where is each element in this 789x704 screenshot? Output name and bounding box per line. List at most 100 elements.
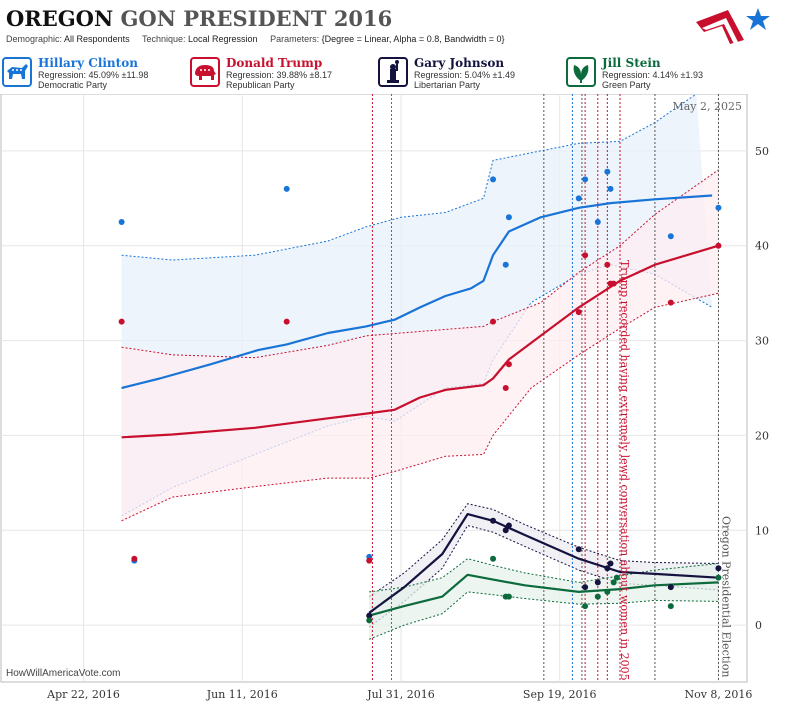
data-point — [667, 233, 674, 240]
trend-line — [121, 194, 713, 390]
confidence-band — [121, 169, 719, 521]
data-point — [502, 385, 509, 391]
lower-bound-line — [121, 292, 719, 522]
demographic-label: Demographic: — [6, 34, 63, 44]
candidate-clinton: Hillary Clinton Regression: 45.09% ±11.9… — [0, 55, 183, 91]
poll-chart: 0 10 20 30 40 50 Apr 22, 2016 Jun 11, 2016 Jul … — [0, 94, 769, 701]
date-stamp: May 2, 2025 — [672, 100, 742, 113]
parameters-label: Parameters: — [270, 34, 320, 44]
state-name: OREGON — [6, 6, 114, 31]
y-tick-label: 30 — [755, 335, 769, 348]
x-tick-label: Nov 8, 2016 — [684, 688, 752, 701]
parameters-line: Demographic: All Respondents Technique: … — [6, 34, 505, 44]
site-logo-icon — [696, 8, 770, 44]
y-tick-label: 10 — [755, 524, 769, 537]
data-point — [594, 219, 601, 226]
technique-label: Technique: — [141, 34, 186, 44]
candidate-trump: Donald Trump Regression: 39.88% ±8.17 Re… — [188, 55, 371, 91]
confidence-band — [369, 503, 719, 627]
upper-bound-line — [121, 94, 697, 261]
data-point — [667, 299, 674, 306]
candidate-regression: Regression: 4.14% ±1.93 — [602, 70, 703, 80]
data-point — [715, 204, 722, 211]
data-point — [575, 309, 582, 316]
candidate-johnson: Gary Johnson Regression: 5.04% ±1.49 Lib… — [376, 55, 559, 91]
trend-line — [368, 573, 719, 617]
data-point — [667, 584, 674, 591]
data-point — [366, 557, 373, 564]
data-point — [502, 261, 509, 268]
data-point — [610, 579, 617, 586]
candidate-regression: Regression: 45.09% ±11.98 — [38, 70, 149, 80]
candidate-regression: Regression: 39.88% ±8.17 — [226, 70, 333, 80]
trend-line — [121, 244, 719, 439]
candidate-name: Gary Johnson — [414, 56, 505, 70]
y-axis: 0 10 20 30 40 50 — [755, 145, 769, 632]
data-point — [490, 176, 497, 183]
data-point — [582, 176, 589, 183]
candidate-name: Jill Stein — [602, 56, 661, 70]
candidate-party: Republican Party — [226, 80, 295, 90]
annotations: Trump recorded having extremely lewd con… — [618, 260, 733, 681]
chart-title: OREGON GON PRESIDENT 2016 — [6, 6, 392, 31]
data-point — [582, 252, 589, 259]
data-point — [610, 280, 617, 287]
data-point — [575, 546, 582, 553]
data-points — [118, 168, 722, 624]
leaf-icon — [566, 57, 596, 87]
data-point — [505, 593, 512, 600]
data-point — [594, 593, 601, 600]
data-point — [667, 603, 674, 610]
candidate-stein: Jill Stein Regression: 4.14% ±1.93 Green… — [564, 55, 747, 91]
x-axis: Apr 22, 2016 Jun 11, 2016 Jul 31, 2016 Sep … — [46, 688, 752, 701]
upper-bound-line — [369, 558, 719, 593]
data-point — [594, 579, 601, 586]
data-point — [490, 318, 497, 325]
annotation-label: Oregon Presidential Election — [719, 516, 732, 677]
candidate-party: Democratic Party — [38, 80, 108, 90]
title-rest: GON PRESIDENT 2016 — [120, 6, 393, 31]
data-point — [582, 584, 589, 591]
data-point — [505, 361, 512, 368]
data-point — [607, 560, 614, 567]
x-tick-label: Apr 22, 2016 — [46, 688, 120, 701]
data-point — [502, 527, 509, 534]
candidate-legend: Hillary Clinton Regression: 45.09% ±11.9… — [0, 55, 789, 93]
data-point — [582, 603, 589, 610]
data-point — [366, 617, 373, 624]
demographic-value: All Respondents — [64, 34, 130, 44]
candidate-party: Libertarian Party — [414, 80, 481, 90]
candidate-name: Donald Trump — [226, 56, 323, 70]
data-point — [604, 588, 611, 595]
y-tick-label: 20 — [755, 429, 769, 442]
x-tick-label: Jul 31, 2016 — [366, 688, 435, 701]
data-point — [490, 517, 497, 524]
data-point — [118, 219, 125, 226]
data-point — [604, 565, 611, 572]
elephant-icon — [190, 57, 220, 87]
candidate-regression: Regression: 5.04% ±1.49 — [414, 70, 515, 80]
donkey-icon — [2, 57, 32, 87]
data-point — [604, 168, 611, 175]
data-point — [715, 565, 722, 572]
data-point — [283, 185, 290, 192]
annotation-label: Trump recorded having extremely lewd con… — [618, 260, 631, 681]
data-point — [490, 555, 497, 562]
data-point — [613, 574, 620, 581]
site-credit: HowWillAmericaVote.com — [6, 668, 121, 679]
data-point — [131, 555, 138, 562]
data-point — [715, 574, 722, 581]
upper-bound-line — [121, 169, 719, 359]
technique-value: Local Regression — [188, 34, 258, 44]
data-point — [283, 318, 290, 325]
y-tick-label: 50 — [755, 145, 769, 158]
data-point — [575, 195, 582, 202]
data-point — [604, 261, 611, 268]
data-point — [715, 242, 722, 249]
data-point — [366, 612, 373, 619]
data-point — [607, 185, 614, 192]
data-point — [505, 214, 512, 221]
y-tick-label: 40 — [755, 240, 769, 253]
data-point — [505, 522, 512, 529]
y-tick-label: 0 — [755, 619, 762, 632]
